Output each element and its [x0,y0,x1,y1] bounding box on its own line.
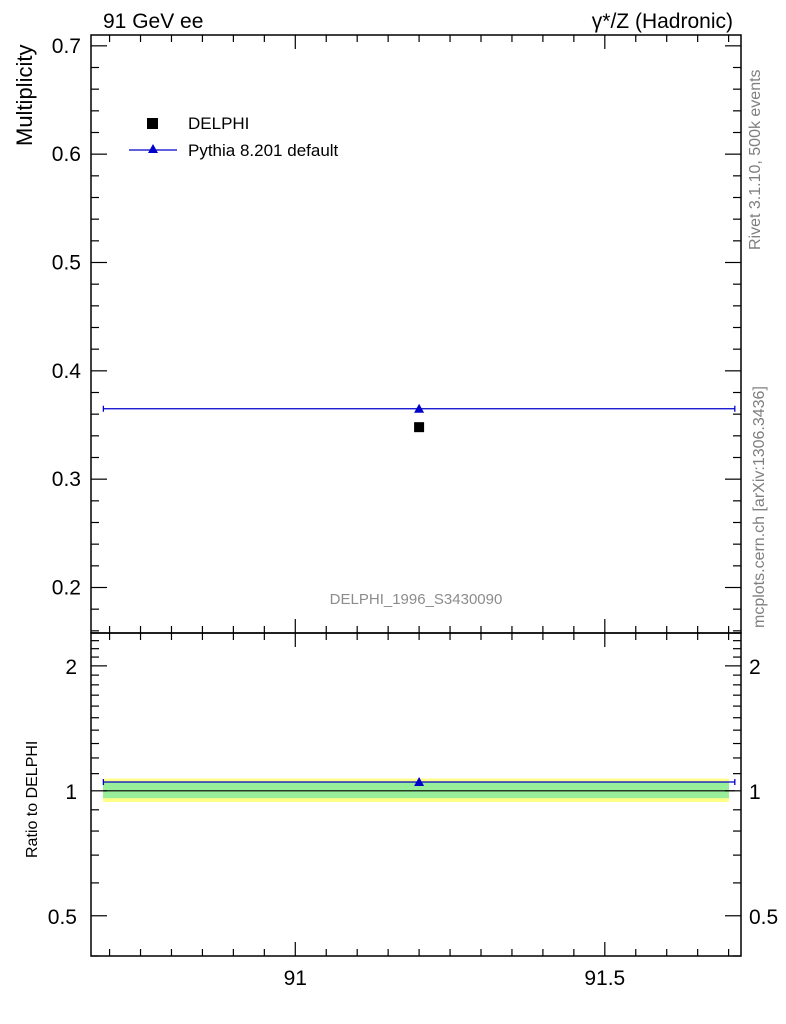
header-left-title: 91 GeV ee [103,10,203,33]
ratio-band-inner [103,782,729,799]
ratio-ytick-label-right: 0.5 [749,906,778,929]
main-ylabel: Multiplicity [12,45,37,146]
rivet-version-label: Rivet 3.1.10, 500k events [747,69,764,250]
main-ytick-label: 0.2 [52,577,81,600]
ratio-ytick-label-right: 1 [749,781,761,804]
main-ytick-label: 0.4 [52,360,82,383]
ratio-pythia-point [414,777,425,787]
main-ytick-label: 0.3 [52,468,81,491]
ratio-frame [90,632,742,957]
legend: DELPHI Pythia 8.201 default [129,114,339,160]
main-ytick-label: 0.6 [52,143,81,166]
ratio-xtick-label: 91.5 [584,967,625,990]
ratio-ytick-label-right: 2 [749,656,761,679]
legend-delphi-label: DELPHI [188,114,249,133]
ratio-ytick-label: 1 [65,781,77,804]
ratio-ytick-label: 2 [65,656,77,679]
ratio-ylabel: Ratio to DELPHI [24,741,41,858]
ratio-xtick-label: 91 [284,967,307,990]
main-ytick-label: 0.7 [52,35,81,58]
header-right-title: γ*/Z (Hadronic) [592,10,733,33]
legend-delphi-marker [147,118,158,129]
delphi-point [414,422,425,433]
legend-pythia-marker [148,144,158,153]
legend-pythia-label: Pythia 8.201 default [188,141,339,160]
pythia-point [414,403,425,413]
ratio-panel: 91 91.5 0.5 0.5 1 1 2 2 [48,632,778,990]
main-ytick-label: 0.5 [52,252,81,275]
ratio-ytick-label: 0.5 [48,906,77,929]
mcplots-label: mcplots.cern.ch [arXiv:1306.3436] [751,386,768,628]
analysis-id-label: DELPHI_1996_S3430090 [330,591,503,608]
